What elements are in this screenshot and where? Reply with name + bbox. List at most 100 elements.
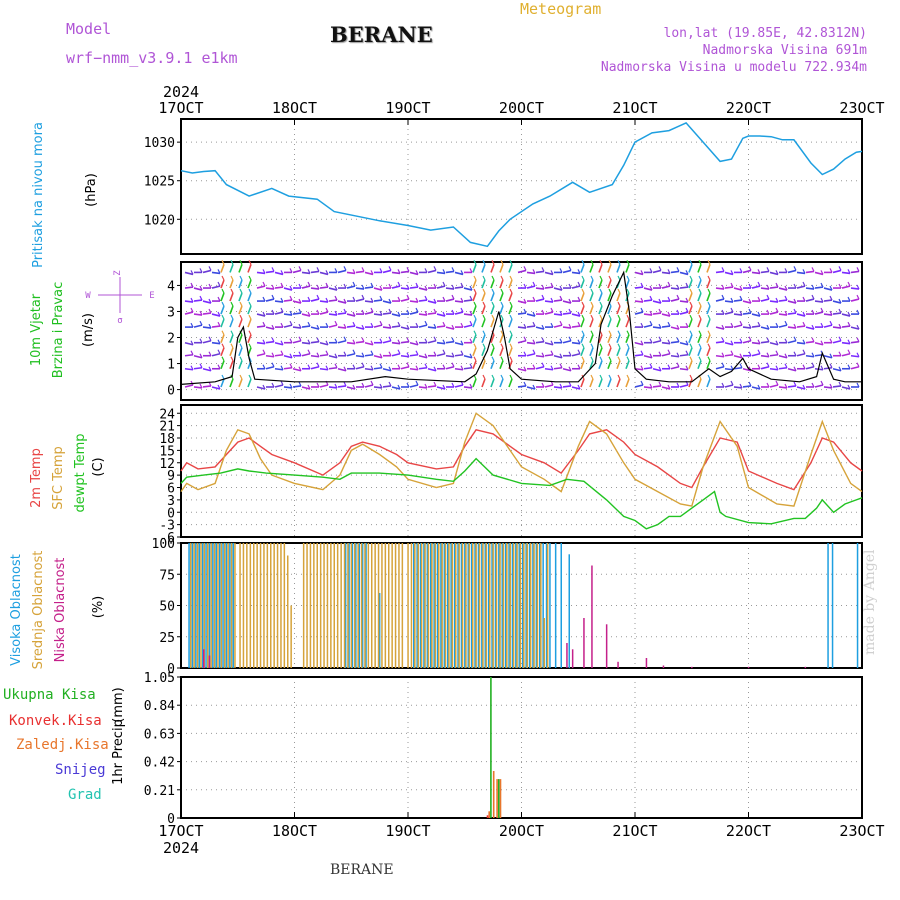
wind-barb-flag — [599, 343, 603, 349]
wind-barb-flag — [482, 314, 486, 320]
wind-barb — [796, 325, 806, 328]
wind-barb-flag — [856, 309, 860, 315]
wind-barb — [220, 318, 225, 328]
wind-barb — [544, 353, 554, 357]
wind-barb-flag — [415, 365, 419, 371]
wind-barb-flag — [361, 382, 365, 388]
wind-barb-flag — [707, 356, 711, 362]
wind-barb-flag — [469, 338, 473, 343]
wind-barb — [229, 334, 234, 343]
wind-barb-flag — [626, 356, 630, 362]
wind-barb-flag — [262, 269, 266, 274]
wind-barb-flag — [617, 301, 621, 307]
wind-barb-flag — [352, 269, 356, 274]
wind-barb — [328, 324, 338, 328]
low_cloud-bar — [605, 624, 608, 669]
wind-barb-flag — [500, 314, 504, 320]
wind-barb — [292, 385, 302, 388]
mid_cloud-bar — [398, 543, 400, 668]
mid_cloud-bar — [227, 543, 229, 668]
wind-barb-flag — [469, 295, 473, 301]
mid_cloud-bar — [220, 543, 223, 668]
wind-barb — [184, 311, 194, 315]
wind-barb-flag — [190, 340, 194, 345]
wind-barb — [373, 299, 383, 302]
wind-barb — [490, 334, 495, 343]
wind-barb-flag — [757, 339, 761, 344]
high_cloud-bar — [560, 543, 562, 668]
wind-barb-flag — [415, 380, 419, 386]
wind-barb-flag — [523, 308, 527, 314]
mid_cloud-bar — [506, 543, 508, 668]
wind-barb — [535, 270, 545, 274]
y-tick-label: 2 — [167, 332, 175, 347]
wind-barb — [355, 354, 365, 358]
wind-barb-flag — [829, 295, 833, 301]
y-tick-label: 100 — [152, 537, 175, 552]
wind-barb — [634, 286, 644, 289]
wind-barb — [238, 318, 243, 328]
wind-barb — [652, 326, 662, 329]
high_cloud-bar — [215, 543, 217, 668]
mid_cloud-bar — [472, 543, 474, 668]
wind-barb — [310, 270, 320, 274]
wind-barb-flag — [721, 294, 725, 300]
wind-barb — [382, 300, 392, 304]
wind-barb — [733, 366, 743, 370]
mid_cloud-bar — [377, 543, 380, 668]
wind-barb-flag — [757, 269, 761, 274]
wind-barb-flag — [532, 311, 536, 317]
wind-barb-flag — [811, 267, 815, 272]
wind-barb — [400, 298, 410, 302]
high_cloud-bar — [222, 543, 224, 668]
mid_cloud-bar — [523, 543, 525, 668]
wind-barb — [373, 287, 383, 291]
wind-barb-flag — [608, 260, 612, 265]
wind-barb-flag — [689, 275, 693, 281]
wind-barb — [211, 325, 221, 328]
wind-barb-flag — [739, 383, 743, 389]
wind-barb — [715, 340, 725, 344]
mid_cloud-bar — [280, 543, 282, 668]
wind-barb-flag — [289, 383, 293, 389]
wind-barb-flag — [361, 362, 365, 368]
wind-barb — [499, 305, 504, 315]
wind-barb-flag — [473, 288, 477, 294]
wind-barb-flag — [856, 362, 860, 368]
wind-barb-flag — [748, 351, 752, 357]
wind-barb-flag — [271, 382, 275, 388]
wind-barb — [427, 300, 437, 304]
wind-barb-flag — [676, 284, 680, 290]
wind-barb — [256, 285, 266, 289]
wind-barb — [238, 305, 243, 315]
wind-barb-flag — [608, 356, 612, 362]
wind-barb — [283, 324, 293, 328]
wind-barb-flag — [325, 365, 329, 371]
wind-barb-flag — [847, 321, 851, 327]
wind-barb — [526, 386, 536, 390]
wind-barb-flag — [757, 321, 761, 327]
high_cloud-bar — [470, 543, 473, 668]
wind-barb — [643, 299, 653, 302]
wind-barb — [580, 360, 585, 370]
wind-barb-flag — [217, 281, 221, 287]
wind-barb — [769, 341, 779, 346]
wind-barb-flag — [248, 288, 252, 294]
wind-barb-flag — [820, 270, 824, 275]
wind-barb — [391, 271, 401, 275]
wind-barb-flag — [599, 260, 603, 265]
wind-barb — [364, 353, 374, 357]
wind-barb-flag — [658, 381, 662, 387]
wind-barb-flag — [500, 275, 504, 281]
wind-barb-flag — [370, 380, 374, 386]
wind-barb-flag — [707, 288, 711, 294]
wind-barb — [724, 271, 734, 276]
wind-barb — [616, 292, 621, 302]
wind-barb-flag — [397, 321, 401, 327]
wind-barb-flag — [316, 362, 320, 368]
high_cloud-bar — [528, 543, 531, 668]
wind-barb — [517, 312, 527, 315]
wind-barb-flag — [388, 336, 392, 341]
wind-barb — [481, 360, 486, 370]
wind-barb-flag — [748, 381, 752, 387]
